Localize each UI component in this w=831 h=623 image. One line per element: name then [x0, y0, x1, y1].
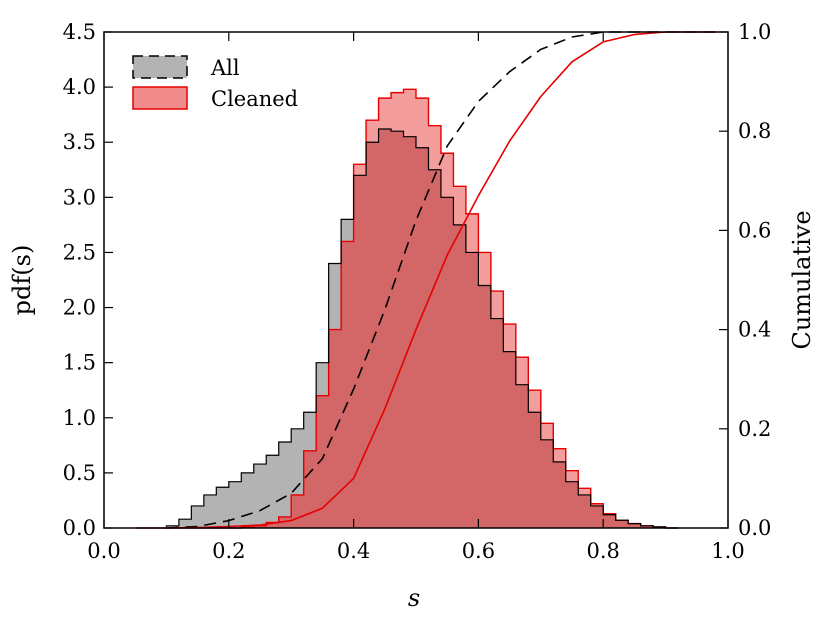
overlap-histogram-fill	[166, 128, 679, 529]
x-axis-label: s	[408, 584, 420, 612]
legend: All Cleaned	[132, 55, 298, 111]
x-tick-label: 0.6	[462, 539, 495, 563]
y-tick-label-left: 1.0	[63, 406, 96, 430]
plot-frame	[103, 31, 729, 529]
x-tick-label: 0.4	[337, 539, 370, 563]
y-tick-label-right: 1.0	[738, 20, 771, 44]
y-tick-label-right: 0.6	[738, 218, 771, 242]
x-tick-label: 0.8	[586, 539, 619, 563]
cleaned-histogram-edge	[166, 88, 679, 529]
y-tick-label-right: 0.0	[738, 516, 771, 540]
all-histogram-edge	[165, 128, 679, 529]
legend-swatch-all	[132, 55, 188, 79]
y-tick-label-left: 1.5	[63, 351, 96, 375]
y-tick-label-left: 0.0	[63, 516, 96, 540]
y-tick-label-left: 3.5	[63, 130, 96, 154]
y-axis-label-left: pdf(s)	[8, 245, 36, 316]
y-tick-label-left: 2.5	[63, 240, 96, 264]
legend-label-cleaned: Cleaned	[211, 87, 298, 111]
y-tick-label-left: 2.0	[63, 296, 96, 320]
y-axis-label-right: Cumulative	[788, 210, 816, 349]
y-tick-label-right: 0.8	[738, 119, 771, 143]
ticks-layer: 0.0 0.2 0.4 0.6 0.8 1.00.00.51.01.52.02.53.03…	[63, 20, 772, 563]
cleaned-cumulative-line	[135, 31, 716, 529]
x-tick-label: 1.0	[711, 539, 744, 563]
legend-swatch-cleaned	[132, 86, 188, 110]
y-tick-label-right: 0.4	[738, 318, 771, 342]
legend-label-all: All	[210, 56, 240, 80]
y-tick-label-right: 0.2	[738, 417, 771, 441]
x-tick-label: 0.0	[87, 539, 120, 563]
histogram-layer	[165, 88, 679, 529]
y-tick-label-left: 4.5	[63, 20, 96, 44]
x-tick-label: 0.2	[212, 539, 245, 563]
y-tick-label-left: 3.0	[63, 185, 96, 209]
y-tick-label-left: 0.5	[63, 461, 96, 485]
y-tick-label-left: 4.0	[63, 75, 96, 99]
